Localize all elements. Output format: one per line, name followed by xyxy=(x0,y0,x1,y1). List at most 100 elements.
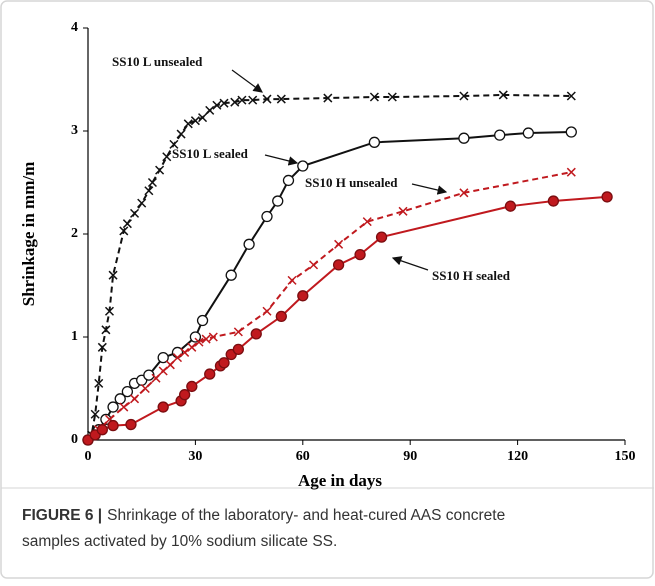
marker xyxy=(183,119,193,129)
marker xyxy=(147,177,157,188)
marker xyxy=(169,139,179,149)
marker xyxy=(151,373,161,383)
marker xyxy=(130,394,140,404)
marker xyxy=(332,259,345,271)
marker xyxy=(201,334,211,344)
marker xyxy=(323,93,333,103)
marker xyxy=(119,226,129,236)
y-tick-label: 1 xyxy=(71,329,78,344)
marker xyxy=(547,195,560,207)
marker xyxy=(282,174,295,187)
marker xyxy=(248,95,258,105)
annotation: SS10 H unsealed xyxy=(305,175,398,190)
x-tick-label: 90 xyxy=(403,449,417,464)
marker xyxy=(162,152,172,162)
marker xyxy=(566,91,576,101)
annotations: SS10 L unsealed SS10 L sealed SS10 H uns… xyxy=(112,54,511,283)
arrow xyxy=(264,154,299,166)
series-line xyxy=(87,171,572,441)
marker xyxy=(140,383,150,394)
annotation: SS10 L unsealed xyxy=(112,54,203,69)
marker xyxy=(243,238,255,250)
marker xyxy=(157,351,169,364)
marker xyxy=(119,402,129,412)
marker xyxy=(176,129,186,139)
marker xyxy=(498,90,508,100)
marker xyxy=(369,92,379,102)
marker xyxy=(94,378,104,388)
marker xyxy=(233,327,243,337)
marker xyxy=(130,208,140,218)
caption: FIGURE 6 | Shrinkage of the laboratory- a… xyxy=(22,507,505,524)
y-tick-label: 3 xyxy=(71,123,78,138)
marker xyxy=(601,191,613,203)
marker xyxy=(125,418,137,431)
marker xyxy=(186,380,198,393)
y-tick-label: 0 xyxy=(71,432,78,447)
marker xyxy=(190,116,200,126)
x-tick-label: 0 xyxy=(85,449,92,464)
x-tick-label: 150 xyxy=(615,449,636,464)
marker xyxy=(165,360,175,370)
marker xyxy=(96,424,108,436)
caption-line: samples activated by 10% sodium silicate… xyxy=(22,533,337,550)
marker xyxy=(275,310,287,323)
marker xyxy=(194,337,204,347)
caption-text-1: Shrinkage of the laboratory- and heat-cu… xyxy=(107,507,505,524)
marker xyxy=(362,217,372,227)
marker xyxy=(107,419,119,432)
marker xyxy=(354,248,366,261)
marker xyxy=(179,389,191,401)
marker xyxy=(250,328,262,340)
marker xyxy=(276,94,286,104)
marker xyxy=(107,401,119,413)
marker xyxy=(565,126,577,138)
marker xyxy=(230,97,240,107)
arrow xyxy=(231,69,263,93)
marker xyxy=(189,331,202,343)
marker xyxy=(212,100,222,110)
marker xyxy=(219,98,229,108)
plot: 0 1 2 3 4 0 30 60 90 120 150 xyxy=(71,20,636,464)
marker xyxy=(155,165,165,175)
marker xyxy=(205,105,215,115)
marker xyxy=(272,195,284,207)
marker xyxy=(158,366,168,376)
marker xyxy=(334,239,344,249)
marker xyxy=(144,186,154,196)
marker xyxy=(375,231,388,243)
marker xyxy=(122,219,132,229)
x-tick-label: 60 xyxy=(296,449,310,464)
marker xyxy=(90,409,100,419)
marker xyxy=(208,332,218,342)
marker xyxy=(180,347,190,357)
marker xyxy=(522,127,534,139)
marker xyxy=(398,206,408,216)
marker xyxy=(504,200,517,212)
annotation: SS10 L sealed xyxy=(172,146,249,161)
marker xyxy=(137,198,147,208)
marker xyxy=(196,314,209,327)
marker xyxy=(198,113,208,123)
marker xyxy=(287,275,297,285)
marker xyxy=(108,270,118,280)
marker xyxy=(368,136,381,148)
marker xyxy=(459,188,469,198)
arrow xyxy=(411,183,448,195)
marker xyxy=(297,160,309,172)
marker xyxy=(262,94,272,104)
x-tick-label: 30 xyxy=(188,449,202,464)
marker xyxy=(297,290,309,302)
annotation: SS10 H sealed xyxy=(432,268,511,283)
caption-label: FIGURE 6 | xyxy=(22,507,102,524)
marker xyxy=(187,342,197,352)
marker xyxy=(237,95,247,105)
marker xyxy=(157,401,169,413)
marker xyxy=(204,368,216,380)
arrow xyxy=(391,256,429,271)
marker xyxy=(262,306,272,316)
y-tick-label: 2 xyxy=(71,226,78,241)
marker xyxy=(459,91,469,101)
marker xyxy=(494,129,506,141)
